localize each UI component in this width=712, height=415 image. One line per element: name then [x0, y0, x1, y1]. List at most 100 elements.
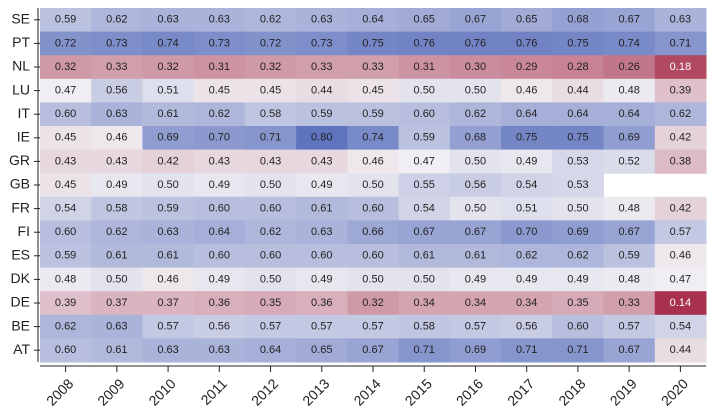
col-label: 2011	[197, 375, 230, 408]
heatmap-cell	[296, 55, 348, 80]
cell-label: 0.63	[106, 321, 127, 333]
heatmap-cell	[142, 55, 195, 80]
cell-label: 0.60	[55, 226, 76, 238]
cell-label: 0.71	[670, 37, 691, 49]
heatmap-cell	[398, 149, 451, 174]
heatmap-cell	[449, 267, 502, 292]
heatmap-cell	[193, 55, 246, 80]
cell-label: 0.71	[516, 344, 537, 356]
heatmap-cell	[603, 126, 656, 151]
heatmap-cell	[552, 173, 605, 198]
row-label: DK	[11, 270, 31, 286]
cell-label: 0.55	[414, 179, 435, 191]
cell-label: 0.69	[567, 226, 588, 238]
cell-label: 0.43	[55, 155, 76, 167]
cell-label: 0.61	[157, 108, 178, 120]
row-label: FR	[11, 199, 30, 215]
cell-label: 0.61	[414, 250, 435, 262]
heatmap-cell	[654, 220, 707, 245]
col-label: 2012	[248, 375, 281, 408]
cell-label: 0.18	[670, 61, 691, 73]
cell-label: 0.50	[465, 85, 486, 97]
heatmap-cell	[398, 55, 451, 80]
heatmap-cell	[501, 102, 553, 127]
heatmap-cell	[91, 338, 143, 363]
cell-label: 0.60	[362, 203, 383, 215]
cell-label: 0.75	[567, 37, 588, 49]
cell-label: 0.59	[157, 203, 178, 215]
cell-label: 0.46	[157, 273, 178, 285]
cell-label: 0.54	[55, 203, 76, 215]
cell-label: 0.54	[516, 179, 537, 191]
cell-label: 0.58	[106, 203, 127, 215]
row-label: PT	[12, 34, 30, 50]
heatmap-cell	[552, 31, 605, 56]
heatmap-cell	[603, 196, 656, 221]
heatmap-cell	[91, 267, 143, 292]
cell-label: 0.33	[618, 297, 639, 309]
cell-label: 0.67	[618, 344, 639, 356]
heatmap-cell	[296, 78, 348, 103]
cell-label: 0.62	[106, 14, 127, 26]
cell-label: 0.49	[516, 155, 537, 167]
cell-label: 0.69	[465, 344, 486, 356]
heatmap-cell	[449, 314, 502, 339]
heatmap-cell	[91, 149, 143, 174]
cell-label: 0.75	[362, 37, 383, 49]
heatmap-cell	[142, 78, 195, 103]
heatmap-cell	[501, 291, 553, 316]
row-label: IE	[17, 129, 30, 145]
cell-label: 0.63	[106, 108, 127, 120]
heatmap-cell	[603, 31, 656, 56]
heatmap-cell	[244, 31, 297, 56]
col-label: 2014	[350, 375, 383, 408]
cell-label: 0.56	[106, 85, 127, 97]
heatmap-cell	[193, 78, 246, 103]
heatmap-cell	[193, 149, 246, 174]
cell-label: 0.59	[618, 250, 639, 262]
cell-label: 0.45	[55, 132, 76, 144]
heatmap-cell	[142, 31, 195, 56]
heatmap-cell	[91, 126, 143, 151]
cell-label: 0.33	[311, 61, 332, 73]
cell-label: 0.45	[209, 85, 230, 97]
heatmap-cell	[449, 78, 502, 103]
cell-label: 0.61	[106, 344, 127, 356]
heatmap-cell	[603, 338, 656, 363]
heatmap-cell	[244, 173, 297, 198]
heatmap-cell	[40, 314, 92, 339]
cell-label: 0.54	[414, 203, 435, 215]
cell-label: 0.57	[618, 321, 639, 333]
heatmap-cell	[501, 196, 553, 221]
cell-label: 0.62	[567, 250, 588, 262]
cell-label: 0.49	[516, 273, 537, 285]
heatmap-cell	[501, 126, 553, 151]
cell-label: 0.61	[465, 250, 486, 262]
heatmap-cell	[501, 338, 553, 363]
cell-label: 0.74	[362, 132, 383, 144]
cell-label: 0.38	[670, 155, 691, 167]
heatmap-cell	[40, 196, 92, 221]
heatmap-cell	[40, 267, 92, 292]
cell-label: 0.67	[618, 226, 639, 238]
cell-label: 0.60	[55, 344, 76, 356]
heatmap-cell	[40, 78, 92, 103]
cell-label: 0.74	[618, 37, 639, 49]
heatmap-cell	[244, 244, 297, 269]
row-label: DE	[11, 294, 30, 310]
cell-label: 0.59	[362, 108, 383, 120]
cell-label: 0.49	[209, 273, 230, 285]
heatmap-cell	[501, 244, 553, 269]
heatmap-cell	[398, 314, 451, 339]
cell-label: 0.57	[311, 321, 332, 333]
cell-label: 0.63	[157, 14, 178, 26]
cell-label: 0.73	[106, 37, 127, 49]
cell-label: 0.44	[670, 344, 691, 356]
heatmap-cell	[244, 314, 297, 339]
cell-label: 0.61	[157, 250, 178, 262]
heatmap-cell	[296, 338, 348, 363]
cell-label: 0.35	[567, 297, 588, 309]
cell-label: 0.46	[106, 132, 127, 144]
cell-label: 0.67	[465, 14, 486, 26]
